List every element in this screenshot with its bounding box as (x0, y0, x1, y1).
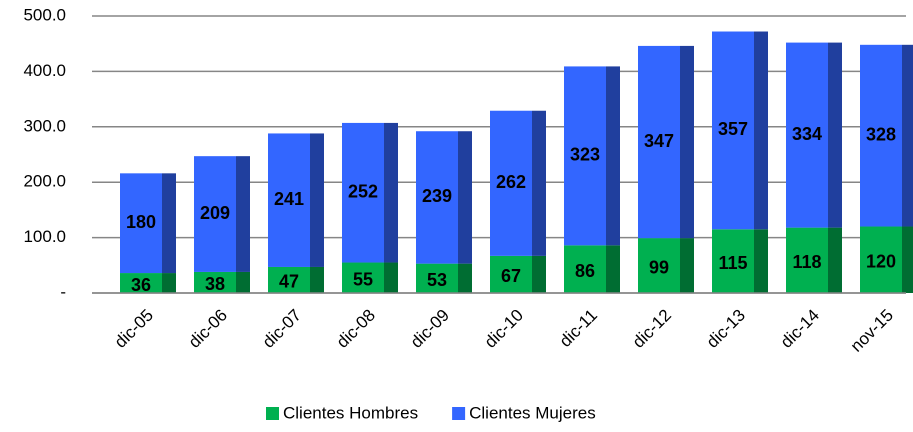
y-tick-label: 500.0 (23, 5, 66, 24)
bar-side (828, 42, 842, 228)
value-label: 334 (792, 124, 822, 144)
value-label: 86 (575, 261, 595, 281)
x-tick-label: dic-13 (703, 306, 749, 352)
bar-side (828, 227, 842, 293)
value-label: 55 (353, 270, 373, 290)
bar-segment (490, 255, 532, 293)
bar-segment (712, 31, 754, 230)
value-label: 99 (649, 257, 669, 277)
value-label: 53 (427, 270, 447, 290)
bar-side (310, 266, 324, 293)
value-label: 36 (131, 275, 151, 295)
legend-label: Clientes Mujeres (469, 403, 596, 422)
bar-segment (120, 173, 162, 274)
y-tick-label: 300.0 (23, 116, 66, 135)
bar-segment (786, 42, 828, 228)
bar-segment (638, 238, 680, 293)
bar-side (458, 131, 472, 264)
bar-side (384, 262, 398, 293)
bar-segment (638, 45, 680, 239)
bar-segment (342, 262, 384, 293)
bar-segment (712, 229, 754, 293)
value-label: 115 (718, 253, 747, 273)
bar-side (606, 66, 620, 246)
value-label: 120 (866, 252, 896, 272)
x-tick-label: dic-11 (556, 306, 601, 351)
value-label: 252 (348, 181, 378, 201)
bar-side (310, 133, 324, 267)
bar-segment (860, 226, 902, 293)
value-label: 38 (205, 274, 225, 294)
y-tick-label: - (60, 282, 66, 301)
legend-label: Clientes Hombres (283, 403, 418, 422)
bar-segment (120, 273, 162, 293)
bar-segment (490, 110, 532, 256)
bar-segment (786, 227, 828, 293)
bar-segment (416, 131, 458, 264)
x-tick-label: dic-14 (777, 306, 823, 352)
x-tick-label: dic-07 (259, 306, 305, 352)
bar-side (606, 245, 620, 293)
bar-side (458, 263, 472, 293)
bar-side (236, 271, 250, 293)
legend-swatch (266, 407, 279, 420)
bar-segment (564, 245, 606, 293)
bar-segment (564, 66, 606, 246)
x-tick-label: dic-05 (111, 306, 157, 352)
bar-side (754, 31, 768, 230)
value-label: 47 (279, 272, 299, 292)
value-label: 118 (792, 252, 821, 272)
x-tick-label: dic-09 (407, 306, 453, 352)
value-label: 209 (200, 203, 230, 223)
value-label: 239 (422, 186, 452, 206)
value-label: 323 (570, 145, 600, 165)
y-tick-label: 100.0 (23, 227, 66, 246)
x-tick-label: dic-06 (185, 306, 231, 352)
bar-segment (268, 133, 310, 267)
bar-side (902, 226, 913, 293)
x-tick-label: nov-15 (847, 306, 897, 356)
bar-segment (268, 266, 310, 293)
bar-segment (194, 271, 236, 293)
bar-side (532, 255, 546, 293)
value-label: 241 (274, 189, 304, 209)
x-tick-label: dic-10 (481, 306, 527, 352)
bar-side (236, 156, 250, 272)
value-label: 357 (718, 119, 748, 139)
legend-swatch (452, 407, 466, 420)
bar-segment (342, 122, 384, 263)
bar-side (532, 110, 546, 256)
bar-segment (860, 44, 902, 227)
value-label: 67 (501, 266, 521, 286)
bar-side (680, 238, 694, 293)
bar-side (162, 273, 176, 293)
value-label: 347 (644, 131, 674, 151)
x-tick-label: dic-12 (629, 306, 675, 352)
y-tick-label: 400.0 (23, 61, 66, 80)
bar-side (902, 44, 913, 227)
bar-side (754, 229, 768, 293)
bar-side (680, 45, 694, 239)
y-tick-label: 200.0 (23, 172, 66, 191)
bar-segment (194, 156, 236, 272)
value-label: 262 (496, 172, 526, 192)
bar-segment (416, 263, 458, 293)
value-label: 180 (126, 212, 156, 232)
value-label: 328 (866, 124, 896, 144)
bar-side (384, 122, 398, 263)
bar-side (162, 173, 176, 274)
x-tick-label: dic-08 (333, 306, 379, 352)
